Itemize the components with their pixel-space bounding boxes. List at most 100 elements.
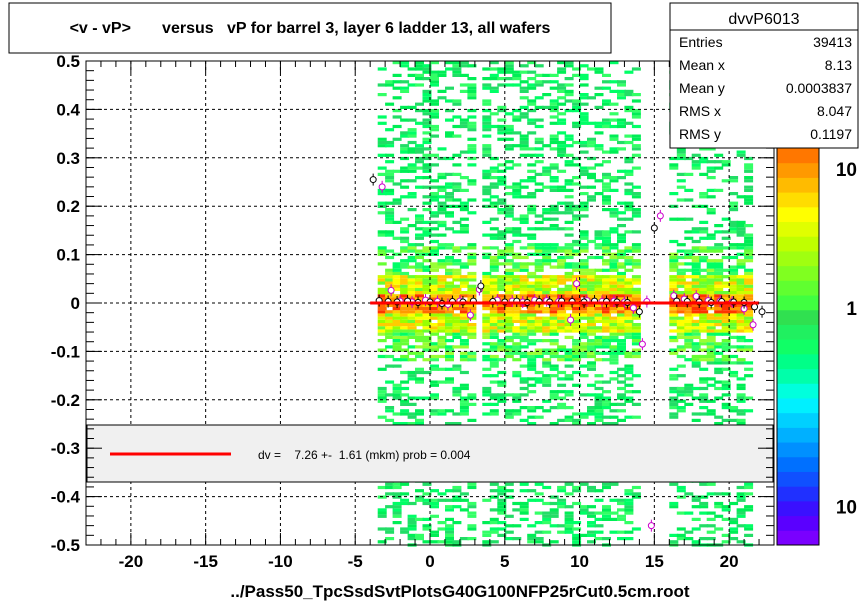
heatmap-cell [392, 281, 402, 285]
heatmap-cell [572, 533, 582, 537]
y-tick-label: -0.1 [51, 342, 80, 361]
heatmap-cell [594, 396, 604, 400]
heatmap-cell [587, 268, 596, 272]
heatmap-cell [467, 537, 477, 541]
heatmap-cell [706, 326, 716, 330]
heatmap-cell [407, 358, 417, 362]
heatmap-cell [489, 326, 499, 330]
heatmap-cell [631, 313, 641, 317]
heatmap-cell [459, 121, 469, 125]
heatmap-cell [497, 255, 507, 260]
heatmap-cell [519, 96, 529, 100]
palette-tick-label: 10 [836, 160, 857, 181]
heatmap-cell [489, 259, 499, 263]
heatmap-cell [564, 208, 574, 212]
heatmap-cell [609, 326, 619, 330]
heatmap-cell [564, 294, 574, 298]
heatmap-cell [744, 163, 754, 167]
heatmap-cell [631, 147, 641, 151]
heatmap-cell [407, 275, 417, 279]
heatmap-cell [691, 517, 701, 521]
heatmap-cell [676, 172, 686, 176]
heatmap-cell [609, 358, 619, 362]
heatmap-cell [549, 297, 559, 301]
heatmap-cell [572, 354, 582, 359]
heatmap-cell [564, 220, 574, 224]
heatmap-cell [400, 501, 410, 506]
heatmap-cell [706, 287, 716, 291]
heatmap-cell [527, 227, 537, 231]
heatmap-cell [579, 208, 589, 212]
palette-swatch [777, 339, 819, 355]
heatmap-cell [504, 259, 514, 263]
heatmap-cell [519, 153, 529, 157]
heatmap-cell [744, 239, 754, 244]
heatmap-cell [489, 361, 499, 365]
heatmap-cell [489, 396, 499, 400]
heatmap-cell [564, 313, 574, 317]
heatmap-cell [527, 176, 537, 180]
heatmap-cell [497, 316, 507, 320]
heatmap-cell [564, 233, 574, 237]
heatmap-cell [400, 339, 410, 343]
y-tick-label: 0.1 [56, 246, 80, 265]
heatmap-cell [445, 246, 454, 250]
heatmap-cell [400, 409, 410, 413]
heatmap-cell [729, 335, 739, 339]
heatmap-cell [437, 316, 447, 320]
heatmap-cell [489, 348, 499, 352]
heatmap-cell [564, 354, 574, 359]
heatmap-cell [415, 332, 424, 336]
heatmap-cell [512, 358, 522, 362]
heatmap-cell [594, 233, 604, 237]
heatmap-cell [572, 249, 582, 253]
heatmap-cell [602, 517, 611, 521]
heatmap-cell [624, 370, 634, 375]
heatmap-cell [564, 406, 574, 410]
heatmap-cell [721, 367, 731, 371]
heatmap-cell [542, 287, 552, 291]
heatmap-cell [624, 140, 634, 145]
heatmap-cell [572, 109, 582, 113]
heatmap-cell [602, 402, 611, 406]
heatmap-cell [579, 505, 589, 509]
heatmap-cell [422, 265, 432, 269]
heatmap-cell [430, 498, 439, 502]
heatmap-cell [669, 163, 679, 167]
heatmap-cell [564, 195, 574, 199]
heatmap-cell [602, 422, 611, 426]
heatmap-cell [445, 134, 454, 138]
heatmap-cell [385, 160, 395, 164]
heatmap-cell [400, 249, 410, 253]
heatmap-cell [721, 492, 731, 496]
heatmap-cell [512, 255, 522, 260]
heatmap-cell [504, 326, 514, 330]
heatmap-cell [669, 386, 679, 391]
heatmap-cell [564, 163, 574, 167]
heatmap-cell [699, 275, 709, 279]
heatmap-cell [594, 287, 604, 291]
heatmap-cell [392, 182, 402, 186]
heatmap-cell [542, 339, 552, 343]
heatmap-cell [602, 243, 611, 247]
heatmap-cell [527, 208, 537, 212]
heatmap-cell [721, 291, 731, 295]
heatmap-cell [445, 156, 454, 161]
heatmap-cell [489, 182, 499, 186]
heatmap-cell [729, 517, 739, 521]
heatmap-cell [489, 393, 499, 397]
heatmap-cell [729, 284, 739, 288]
heatmap-cell [430, 163, 439, 167]
heatmap-cell [400, 402, 410, 406]
heatmap-cell [437, 287, 447, 291]
heatmap-cell [624, 511, 634, 515]
heatmap-cell [504, 339, 514, 343]
heatmap-cell [624, 284, 634, 288]
heatmap-cell [549, 281, 559, 285]
heatmap-cell [736, 195, 746, 199]
heatmap-cell [557, 227, 567, 231]
heatmap-cell [445, 99, 454, 103]
x-tick-label: 5 [500, 552, 509, 571]
heatmap-cell [542, 358, 552, 362]
heatmap-cell [542, 291, 552, 295]
